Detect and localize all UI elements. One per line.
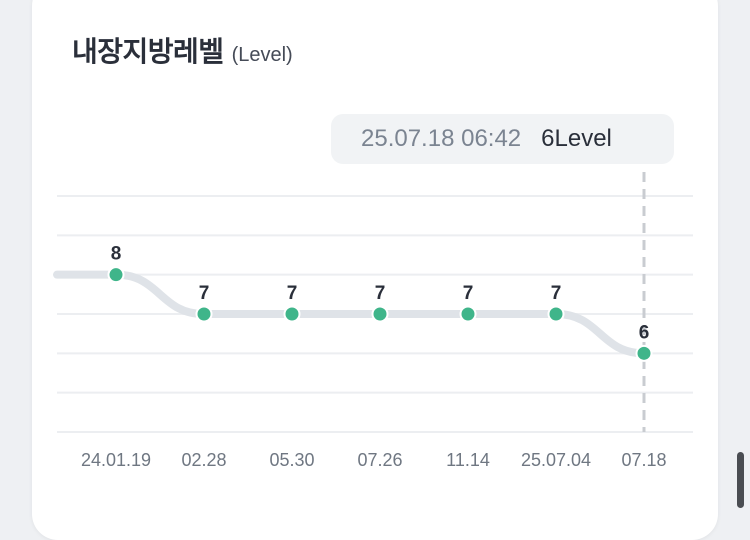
data-label: 8	[111, 244, 122, 265]
selected-point-tooltip: 25.07.18 06:42 6Level	[331, 114, 674, 164]
data-point[interactable]	[635, 344, 653, 362]
tooltip-value: 6Level	[541, 125, 612, 152]
data-labels: 8 7 7 7 7 7 6	[111, 244, 650, 344]
x-tick-label: 25.07.04	[521, 450, 591, 470]
data-points	[107, 266, 653, 362]
x-axis-ticks: 24.01.19 02.28 05.30 07.26 11.14 25.07.04 07.1…	[81, 450, 667, 470]
card-header: 내장지방레벨 (Level)	[72, 30, 293, 70]
data-label: 7	[287, 283, 298, 304]
data-point[interactable]	[459, 305, 477, 323]
data-point[interactable]	[371, 305, 389, 323]
x-tick-label: 05.30	[269, 450, 314, 470]
x-tick-label: 11.14	[446, 450, 490, 470]
data-label: 6	[639, 322, 650, 343]
vertical-scrollbar[interactable]	[737, 452, 744, 508]
x-tick-label: 07.26	[357, 450, 402, 470]
data-point[interactable]	[195, 305, 213, 323]
card-title: 내장지방레벨	[72, 36, 224, 67]
data-label: 7	[551, 283, 562, 304]
visceral-fat-card	[32, 0, 718, 540]
level-line-chart[interactable]: 8 7 7 7 7 7 6 24.01.19 02.28 05.30 07.26 11.14 25.0…	[0, 0, 750, 508]
x-tick-label: 07.18	[621, 450, 666, 470]
data-point[interactable]	[547, 305, 565, 323]
data-point[interactable]	[107, 266, 125, 284]
card-subtitle: (Level)	[231, 44, 293, 66]
data-label: 7	[463, 283, 474, 304]
data-label: 7	[199, 283, 210, 304]
tooltip-date: 25.07.18 06:42	[361, 125, 522, 152]
x-tick-label: 02.28	[181, 450, 226, 470]
data-point[interactable]	[283, 305, 301, 323]
data-label: 7	[375, 283, 386, 304]
x-tick-label: 24.01.19	[81, 450, 151, 470]
